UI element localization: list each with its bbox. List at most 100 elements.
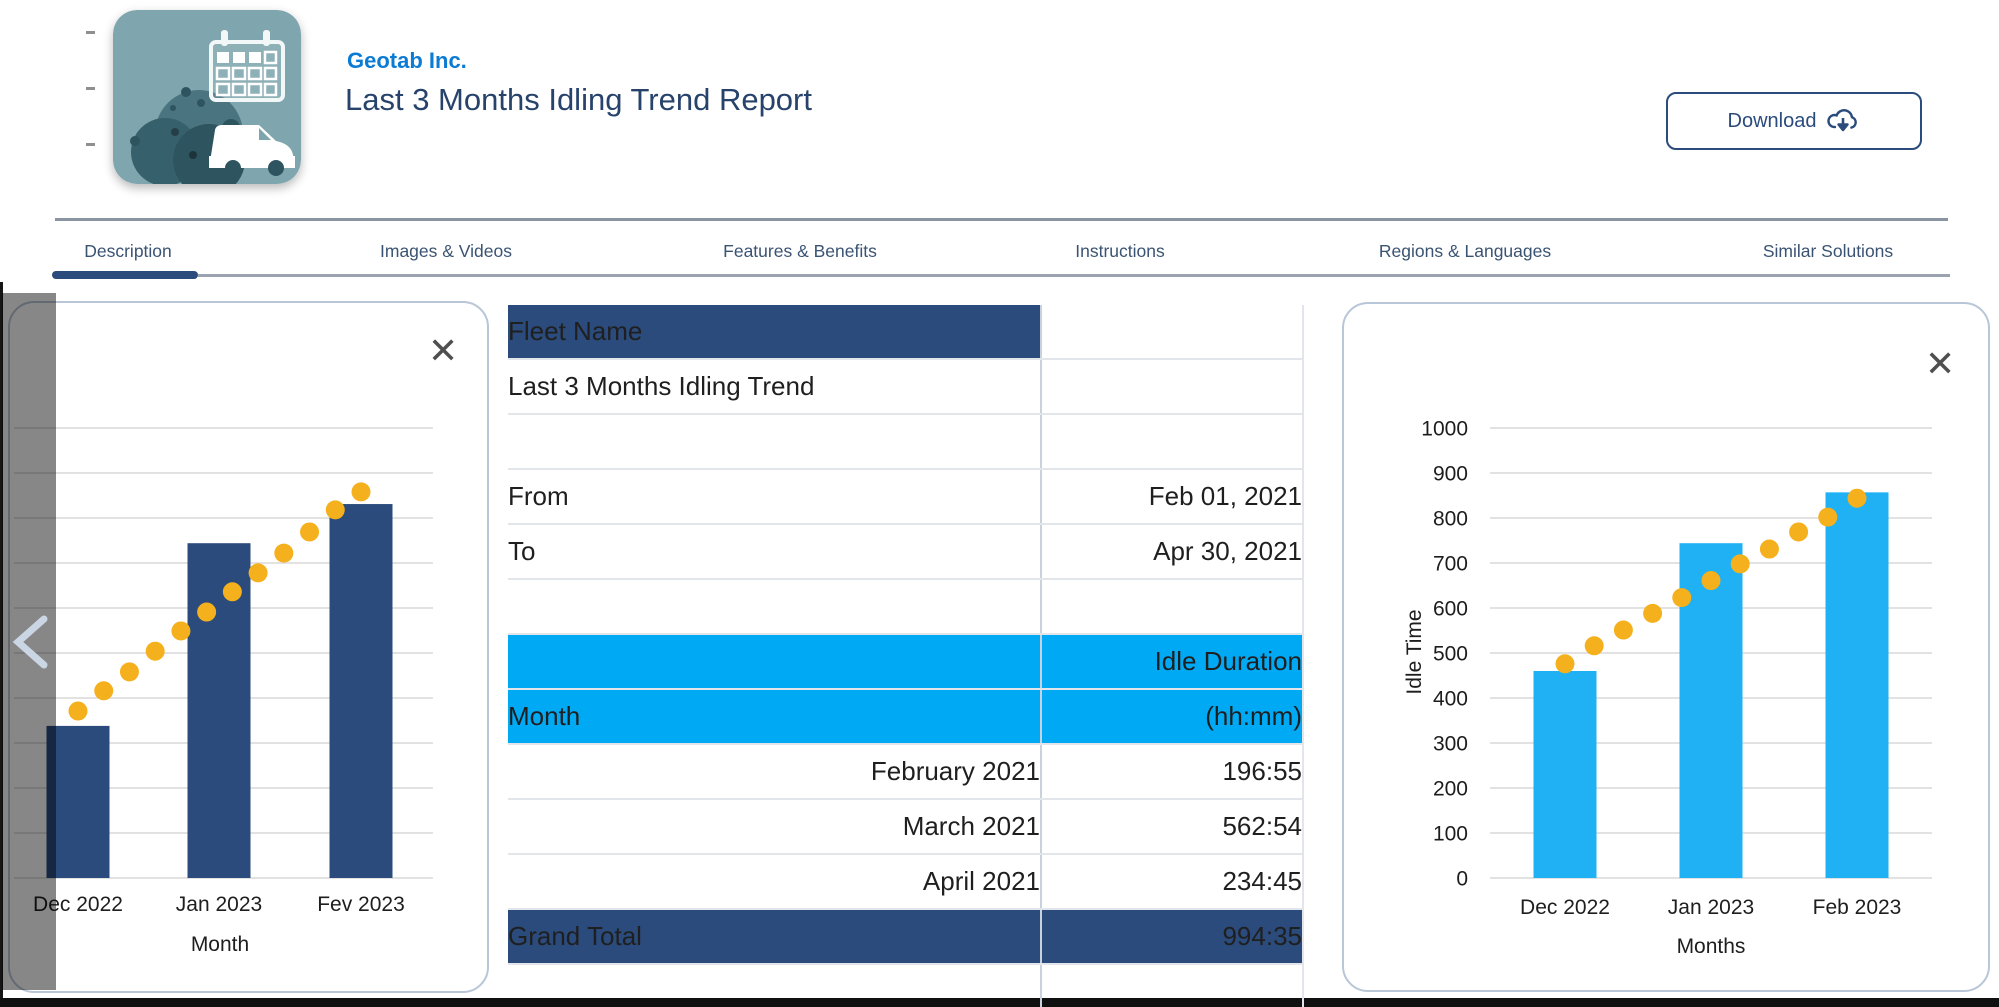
trend-dot xyxy=(1555,654,1575,674)
x-axis-title: Months xyxy=(1677,935,1746,958)
duration-cell: 196:55 xyxy=(1041,744,1304,800)
trend-dot xyxy=(1847,488,1867,508)
table-row: April 2021 234:45 xyxy=(508,854,1304,910)
trend-dot xyxy=(1701,571,1721,591)
chevron-left-icon[interactable] xyxy=(10,615,52,669)
hh-mm-header: (hh:mm) xyxy=(1041,689,1304,745)
idle-duration-header: Idle Duration xyxy=(1041,634,1304,690)
trend-dot xyxy=(274,543,294,563)
detail-idling-chart: 0 100 200 300 400 500 600 700 800 900 1000 Dec 2022… xyxy=(1403,418,1932,958)
fleet-name-header: Fleet Name xyxy=(508,305,1042,360)
month-cell: February 2021 xyxy=(508,744,1042,800)
table-row xyxy=(508,964,1304,1007)
y-tick-label: 400 xyxy=(1433,688,1468,711)
download-button[interactable]: Download xyxy=(1666,92,1922,150)
y-tick-label: 900 xyxy=(1433,463,1468,486)
trend-dot xyxy=(222,582,242,602)
trend-dot xyxy=(1789,522,1809,542)
trend-dot xyxy=(248,563,268,583)
month-cell: March 2021 xyxy=(508,799,1042,855)
y-tick-label: 0 xyxy=(1456,868,1468,891)
y-tick-label: 600 xyxy=(1433,598,1468,621)
grand-total-label: Grand Total xyxy=(508,909,1042,965)
table-row: Idle Duration xyxy=(508,634,1304,690)
calendar-icon xyxy=(209,30,285,102)
download-button-label: Download xyxy=(1727,109,1817,132)
trend-dot xyxy=(1613,620,1633,640)
bar xyxy=(1533,671,1597,878)
x-tick-label: Dec 2022 xyxy=(1520,896,1610,919)
carousel-dash-1 xyxy=(86,31,95,34)
y-tick-label: 300 xyxy=(1433,733,1468,756)
x-tick-label: Fev 2023 xyxy=(317,893,405,916)
y-tick-label: 100 xyxy=(1433,823,1468,846)
x-tick-label: Dec 2022 xyxy=(33,893,123,916)
table-row: To Apr 30, 2021 xyxy=(508,524,1304,580)
table-row: Grand Total 994:35 xyxy=(508,909,1304,965)
x-tick-label: Jan 2023 xyxy=(1668,896,1754,919)
month-cell: April 2021 xyxy=(508,854,1042,910)
trend-dot xyxy=(1584,636,1604,656)
x-tick-label: Jan 2023 xyxy=(176,893,262,916)
van-icon xyxy=(209,125,295,176)
tab-description[interactable]: Description xyxy=(84,241,172,261)
month-header: Month xyxy=(508,689,1042,745)
trend-dot xyxy=(119,662,139,682)
table-row: Month (hh:mm) xyxy=(508,689,1304,745)
y-tick-label: 800 xyxy=(1433,508,1468,531)
fleet-name-value[interactable]: Last 3 Months Idling Trend xyxy=(508,359,1042,415)
trend-dot xyxy=(197,602,217,622)
table-row: March 2021 562:54 xyxy=(508,799,1304,855)
trend-dot xyxy=(171,621,191,641)
trend-dot xyxy=(1759,539,1779,559)
x-tick-label: Feb 2023 xyxy=(1813,896,1902,919)
trend-dot xyxy=(1672,588,1692,608)
tab-regions-languages[interactable]: Regions & Languages xyxy=(1378,241,1552,261)
tab-similar-solutions[interactable]: Similar Solutions xyxy=(1762,241,1894,261)
trend-dot xyxy=(1730,554,1750,574)
carousel-dash-3 xyxy=(86,143,95,146)
x-axis-title: Month xyxy=(191,933,249,956)
carousel-dash-2 xyxy=(86,87,95,90)
close-icon[interactable]: ✕ xyxy=(428,330,459,371)
table-row: Last 3 Months Idling Trend xyxy=(508,359,1304,415)
vendor-name[interactable]: Geotab Inc. xyxy=(347,48,467,73)
bar xyxy=(46,725,110,878)
duration-cell: 234:45 xyxy=(1041,854,1304,910)
to-value: Apr 30, 2021 xyxy=(1041,524,1304,580)
solution-logo xyxy=(113,10,301,184)
preview-idling-chart: Dec 2022 Jan 2023 Fev 2023 Month xyxy=(14,427,433,956)
tab-strip-bottom-border xyxy=(198,274,1950,277)
carousel-overlay-strip[interactable] xyxy=(2,293,56,990)
from-label: From xyxy=(508,469,1042,525)
close-icon[interactable]: ✕ xyxy=(1925,343,1956,384)
y-tick-label: 500 xyxy=(1433,643,1468,666)
y-tick-label: 700 xyxy=(1433,553,1468,576)
tab-images-videos[interactable]: Images & Videos xyxy=(380,241,512,261)
trend-dot xyxy=(68,701,88,721)
table-row: Fleet Name xyxy=(508,305,1304,360)
trend-dot xyxy=(325,500,345,520)
duration-cell: 562:54 xyxy=(1041,799,1304,855)
tab-features-benefits[interactable]: Features & Benefits xyxy=(723,241,877,261)
to-label: To xyxy=(508,524,1042,580)
bar xyxy=(329,504,393,878)
y-tick-label: 1000 xyxy=(1421,418,1468,441)
trend-dot xyxy=(145,641,165,661)
grand-total-value: 994:35 xyxy=(1041,909,1304,965)
trend-dot xyxy=(351,482,371,502)
bar xyxy=(1825,492,1889,878)
table-row xyxy=(508,414,1304,470)
cloud-download-icon xyxy=(1827,109,1858,132)
page-title: Last 3 Months Idling Trend Report xyxy=(345,82,812,117)
y-tick-label: 200 xyxy=(1433,778,1468,801)
tab-strip-top-border xyxy=(55,218,1948,221)
table-row: From Feb 01, 2021 xyxy=(508,469,1304,525)
table-row xyxy=(508,579,1304,635)
trend-dot xyxy=(1643,603,1663,623)
frame-edge-left xyxy=(0,282,3,1007)
trend-dot xyxy=(94,681,114,701)
tab-instructions[interactable]: Instructions xyxy=(1075,241,1165,261)
